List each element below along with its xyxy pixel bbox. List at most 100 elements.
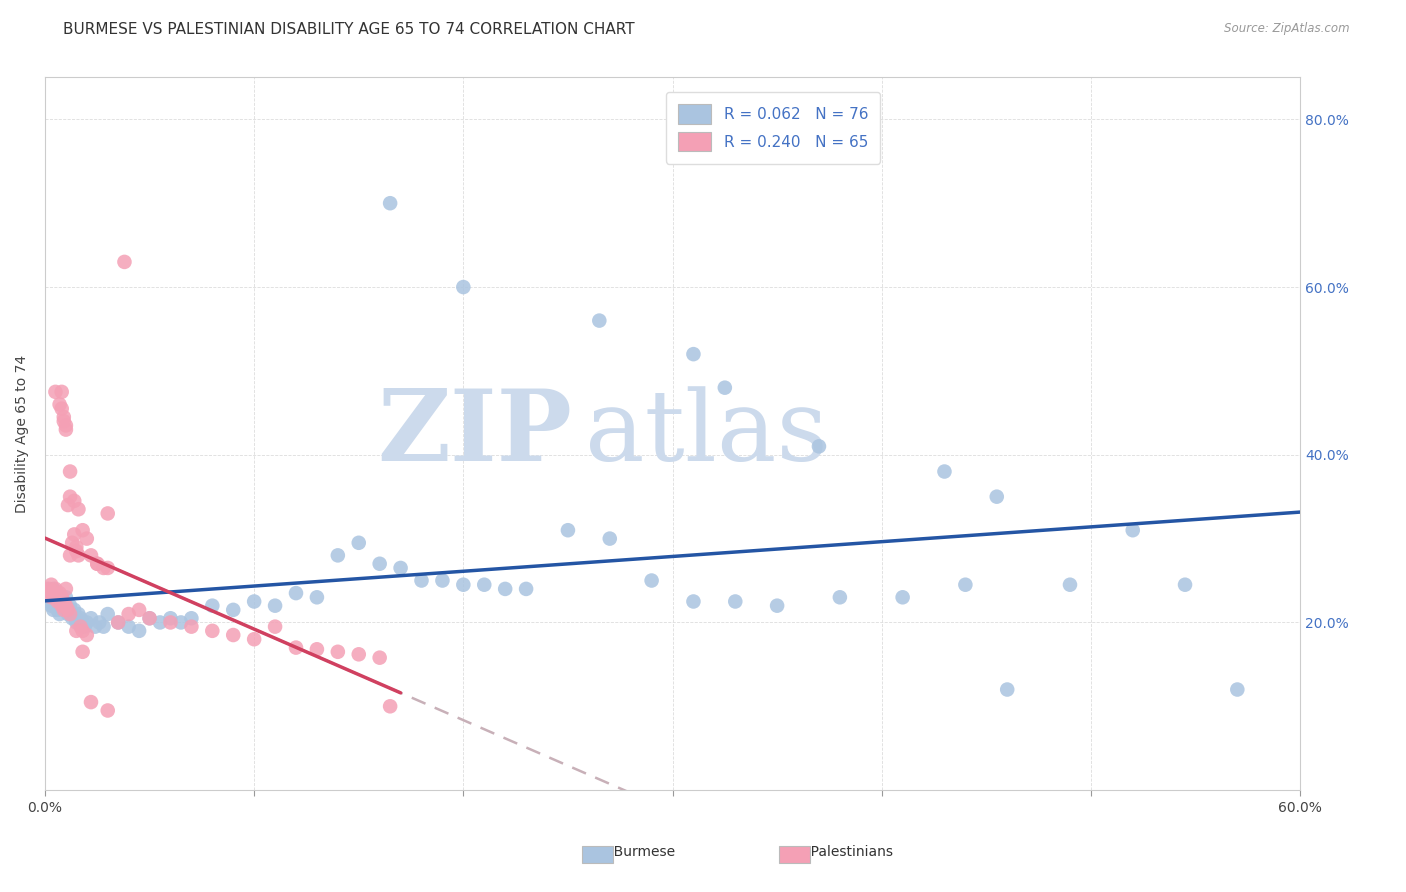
Point (38, 586, 60, 600)
Point (934, 465, 956, 479)
Point (1122, 523, 1144, 537)
Point (63, 494, 86, 508)
Point (368, 650, 391, 665)
Point (714, 381, 737, 395)
Point (56, 603, 79, 617)
Point (243, 594, 266, 608)
Point (682, 347, 704, 361)
Point (59, 599, 82, 613)
Point (201, 599, 224, 613)
Point (80, 549, 103, 563)
Point (682, 594, 704, 608)
Point (63, 603, 86, 617)
Point (51, 401, 73, 416)
Point (107, 615, 129, 630)
Point (285, 640, 308, 655)
Point (117, 620, 139, 634)
Point (305, 642, 328, 657)
Text: Source: ZipAtlas.com: Source: ZipAtlas.com (1225, 22, 1350, 36)
Point (65, 544, 87, 558)
Point (51, 599, 73, 613)
Point (472, 578, 495, 592)
Point (55, 582, 77, 596)
Point (159, 615, 181, 630)
Point (56, 603, 79, 617)
Text: Palestinians: Palestinians (780, 845, 893, 859)
Point (494, 582, 516, 596)
Point (55, 591, 77, 605)
Point (35, 582, 58, 596)
Point (389, 561, 412, 575)
Point (86, 557, 108, 571)
Point (56, 607, 79, 621)
Point (72, 645, 94, 659)
Point (986, 490, 1008, 504)
Point (52, 594, 75, 608)
Point (80, 695, 103, 709)
Point (432, 574, 454, 588)
Point (378, 196, 401, 211)
Point (63, 527, 86, 541)
Point (59, 490, 82, 504)
Point (69, 620, 91, 634)
Point (411, 574, 433, 588)
Point (51, 591, 73, 605)
Point (93, 561, 115, 575)
Point (46, 594, 69, 608)
Point (67, 549, 90, 563)
Point (73, 620, 96, 634)
Point (378, 699, 401, 714)
Point (138, 611, 160, 625)
Point (117, 607, 139, 621)
Point (39, 599, 62, 613)
Point (65, 615, 87, 630)
Point (1174, 578, 1197, 592)
Point (42, 603, 65, 617)
Point (39, 578, 62, 592)
Point (640, 574, 662, 588)
Point (52, 410, 75, 425)
Point (44, 582, 66, 596)
Point (67, 502, 90, 516)
Point (65, 624, 87, 638)
Point (72, 523, 94, 537)
Point (44, 586, 66, 600)
Legend: R = 0.062   N = 76, R = 0.240   N = 65: R = 0.062 N = 76, R = 0.240 N = 65 (665, 92, 880, 163)
Point (1059, 578, 1081, 592)
Point (39, 591, 62, 605)
Point (35, 586, 58, 600)
Point (59, 603, 82, 617)
Point (201, 624, 224, 638)
Point (107, 615, 129, 630)
Point (55, 599, 77, 613)
Point (128, 624, 150, 638)
Point (59, 549, 82, 563)
Text: BURMESE VS PALESTINIAN DISABILITY AGE 65 TO 74 CORRELATION CHART: BURMESE VS PALESTINIAN DISABILITY AGE 65… (63, 22, 636, 37)
Point (97, 704, 120, 718)
Point (52, 603, 75, 617)
Point (891, 591, 914, 605)
Point (557, 523, 579, 537)
Point (55, 423, 77, 437)
Point (80, 611, 103, 625)
Point (243, 632, 266, 647)
Point (84, 620, 107, 634)
Point (515, 582, 537, 596)
Point (305, 591, 328, 605)
Point (453, 578, 475, 592)
Point (995, 682, 1018, 697)
Point (44, 384, 66, 399)
Point (56, 498, 79, 512)
Point (97, 561, 120, 575)
Point (724, 594, 747, 608)
Point (55, 418, 77, 433)
Point (807, 439, 830, 453)
Point (46, 591, 69, 605)
Point (1226, 682, 1249, 697)
Point (128, 603, 150, 617)
Point (52, 594, 75, 608)
Point (149, 615, 172, 630)
Point (599, 532, 621, 546)
Point (180, 620, 202, 634)
Point (97, 507, 120, 521)
